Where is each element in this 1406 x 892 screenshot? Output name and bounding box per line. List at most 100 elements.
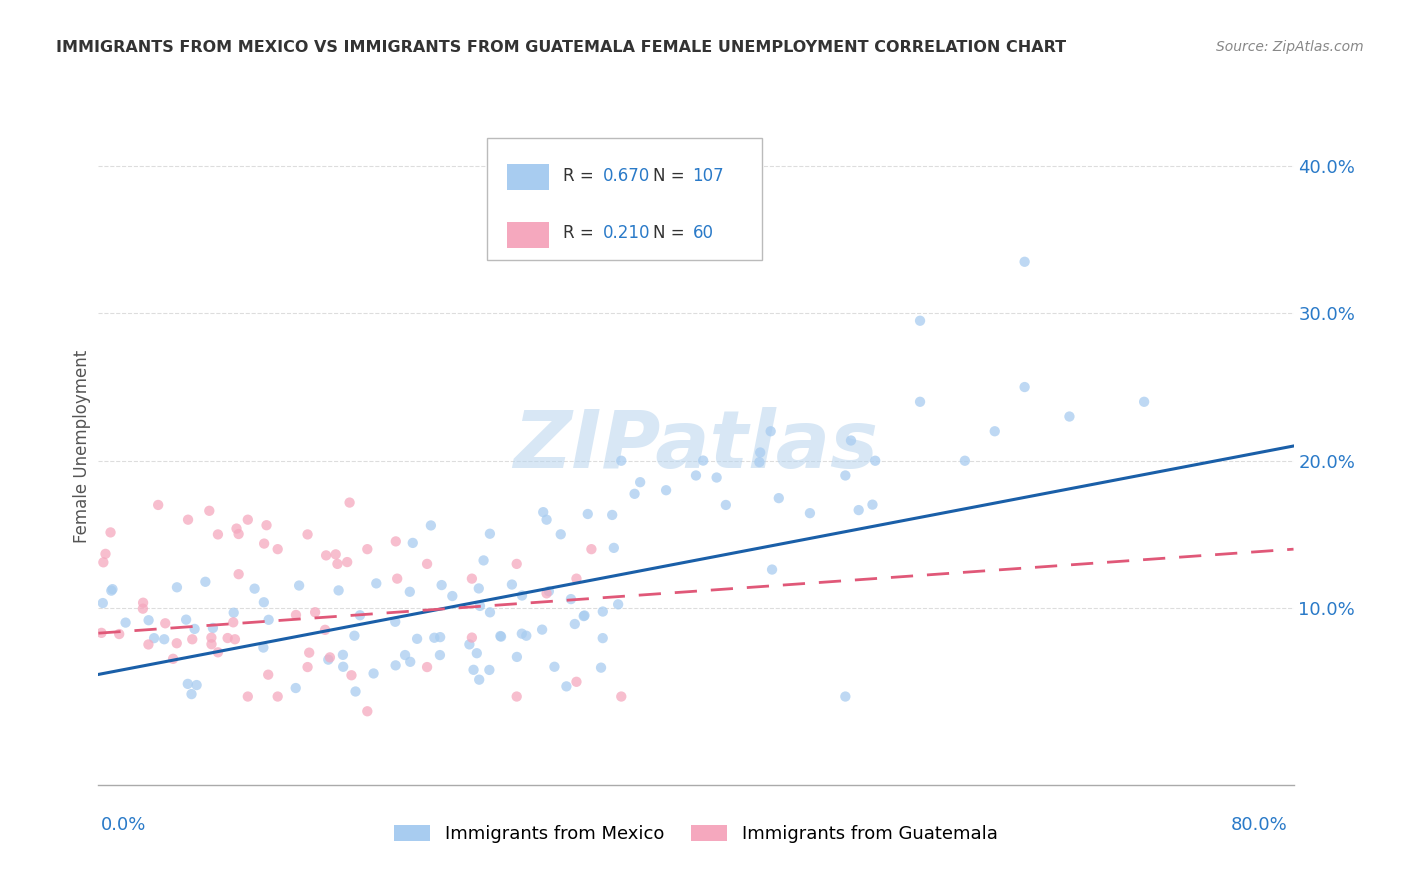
Point [510,626,533,640]
Point [385,534,408,549]
Point [91,596,114,610]
Text: 80.0%: 80.0% [1232,816,1288,834]
Point [589,660,612,674]
Point [560,592,582,607]
Point [550,527,572,541]
FancyBboxPatch shape [508,221,548,248]
Point [166,580,188,594]
Point [489,630,512,644]
Point [565,572,588,586]
Text: 60: 60 [692,224,713,242]
Point [610,454,633,468]
Point [416,660,439,674]
Point [285,607,308,622]
Point [257,613,280,627]
Point [574,608,596,623]
Point [468,673,491,687]
Point [94,547,117,561]
Point [398,584,420,599]
Point [862,498,884,512]
Point [225,522,247,536]
Legend: Immigrants from Mexico, Immigrants from Guatemala: Immigrants from Mexico, Immigrants from … [387,818,1005,850]
Point [394,648,416,662]
Text: ZIPatlas: ZIPatlas [513,407,879,485]
Point [222,615,245,630]
Point [100,583,122,598]
Point [108,627,131,641]
Point [865,454,887,468]
Point [349,608,371,623]
Point [472,553,495,567]
Point [953,454,976,468]
Point [328,583,350,598]
Point [194,574,217,589]
Point [441,589,464,603]
Point [565,674,588,689]
Point [200,631,222,645]
Point [90,625,112,640]
Point [429,648,451,662]
Point [623,487,645,501]
Point [489,629,512,643]
Point [217,631,239,645]
Point [243,582,266,596]
Point [174,613,197,627]
Point [506,649,529,664]
Point [1059,409,1081,424]
Point [759,424,782,438]
Point [228,567,250,582]
Point [138,638,160,652]
Point [603,541,626,555]
Point [610,690,633,704]
Point [908,314,931,328]
Point [132,601,155,615]
Point [343,629,366,643]
Point [423,631,446,645]
Y-axis label: Female Unemployment: Female Unemployment [73,350,91,542]
Point [531,505,554,519]
Point [510,589,533,603]
Text: R =: R = [564,224,599,242]
Point [468,599,491,613]
Point [572,609,595,624]
Point [399,655,422,669]
Point [555,679,578,693]
Point [419,518,441,533]
Point [685,468,707,483]
Point [839,434,862,448]
Point [478,663,501,677]
Point [536,586,558,600]
Point [186,678,208,692]
Point [416,557,439,571]
Point [183,622,205,636]
Point [339,495,361,509]
Point [222,606,245,620]
Point [181,632,204,647]
Point [236,513,259,527]
Point [1014,380,1036,394]
Text: R =: R = [564,167,599,185]
Text: 0.670: 0.670 [603,167,650,185]
Point [1014,254,1036,268]
Point [592,605,614,619]
Point [385,572,409,586]
Point [304,605,326,619]
Point [236,690,259,704]
Point [143,631,166,645]
Point [600,508,623,522]
Point [581,542,603,557]
Point [607,598,630,612]
Point [366,576,388,591]
Point [332,660,354,674]
Point [200,637,222,651]
Point [325,547,347,561]
Point [501,577,523,591]
Point [536,513,558,527]
Point [592,631,614,645]
Point [531,623,554,637]
Point [799,506,821,520]
Point [749,445,772,459]
Point [297,660,319,674]
Point [228,527,250,541]
Point [198,504,221,518]
